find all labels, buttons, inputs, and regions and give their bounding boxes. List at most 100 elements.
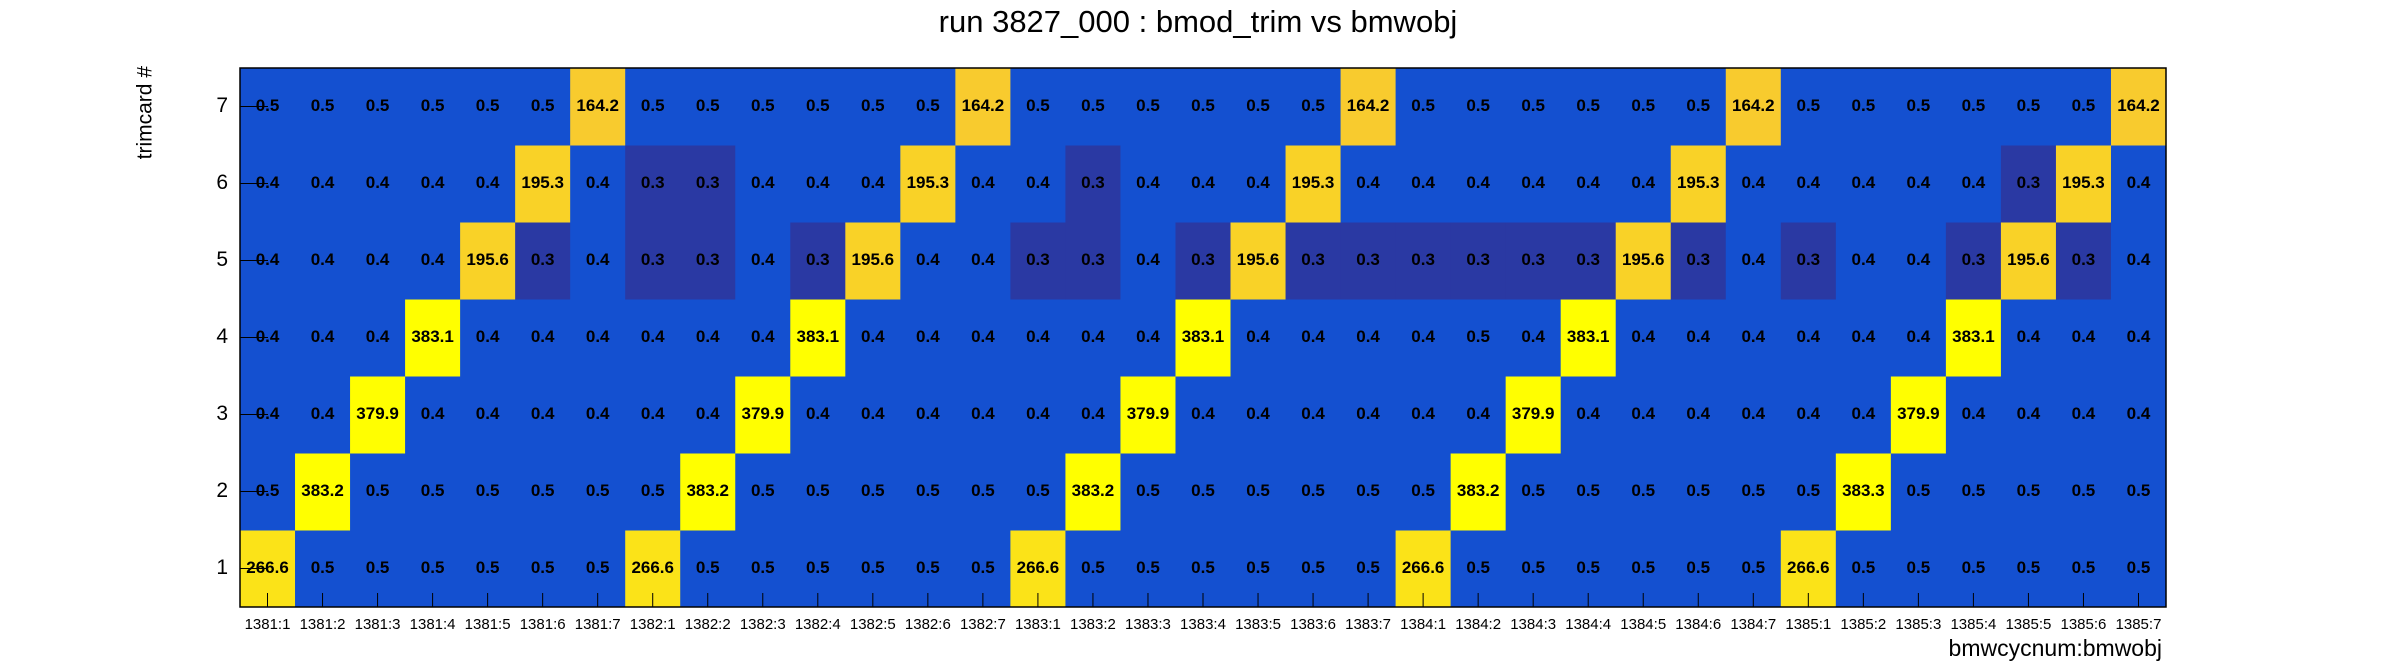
cell-label: 0.5 [2017, 481, 2041, 500]
cell [570, 68, 626, 146]
cell-label: 0.4 [2127, 327, 2151, 346]
cell [955, 68, 1011, 146]
cell [1285, 376, 1342, 454]
cell-label: 0.4 [1026, 327, 1050, 346]
cell [1560, 299, 1617, 377]
x-tick-label: 1381:1 [245, 616, 291, 633]
cell-label: 0.5 [1962, 558, 1986, 577]
cell [1230, 68, 1287, 146]
cell [1890, 222, 1947, 300]
cell-label: 0.5 [2127, 481, 2151, 500]
cell-label: 0.5 [421, 96, 445, 115]
cell-label: 0.5 [916, 558, 940, 577]
cell [1890, 299, 1947, 377]
cell-label: 0.4 [1741, 250, 1765, 269]
cell [1395, 453, 1452, 531]
cell [1505, 299, 1562, 377]
cell-label: 195.6 [1237, 250, 1280, 269]
x-tick-label: 1382:3 [740, 616, 786, 633]
cell-label: 0.4 [421, 173, 445, 192]
cell-label: 379.9 [356, 404, 399, 423]
cell [515, 222, 571, 300]
x-tick-label: 1381:2 [300, 616, 346, 633]
cell-label: 0.4 [916, 404, 940, 423]
cell [625, 222, 681, 300]
cell [1010, 145, 1066, 223]
cell-label: 379.9 [741, 404, 784, 423]
cell-label: 0.4 [476, 404, 500, 423]
cell [1065, 222, 1121, 300]
cell [1340, 222, 1397, 300]
cell-label: 0.5 [1631, 481, 1655, 500]
cell-label: 0.5 [1136, 558, 1160, 577]
cell-label: 0.4 [1356, 327, 1380, 346]
cell [735, 453, 791, 531]
cell-label: 0.3 [641, 173, 665, 192]
cell [1725, 376, 1782, 454]
cell-label: 0.5 [1576, 481, 1600, 500]
x-tick-label: 1384:3 [1510, 616, 1556, 633]
cell [1615, 68, 1672, 146]
cell [1120, 145, 1176, 223]
cell-label: 0.4 [1741, 173, 1765, 192]
cell-label: 0.3 [1962, 250, 1986, 269]
cell [460, 453, 516, 531]
cell [1890, 453, 1947, 531]
cell [1175, 376, 1232, 454]
cell [1010, 68, 1066, 146]
cell-label: 0.5 [861, 558, 885, 577]
cell-label: 0.4 [2127, 404, 2151, 423]
cell-label: 195.6 [1622, 250, 1665, 269]
cell-label: 0.4 [696, 404, 720, 423]
cell [405, 145, 461, 223]
cell [1285, 453, 1342, 531]
cell [790, 299, 846, 377]
cell-label: 266.6 [631, 558, 674, 577]
cell-label: 0.5 [1246, 96, 1270, 115]
cell-label: 0.4 [1686, 404, 1710, 423]
cell [1945, 299, 2002, 377]
cell-label: 0.3 [1686, 250, 1710, 269]
cell [735, 376, 791, 454]
cell [350, 145, 406, 223]
cell [2110, 145, 2167, 223]
cell [900, 376, 956, 454]
cell-label: 195.6 [2007, 250, 2050, 269]
cell [1890, 376, 1947, 454]
x-tick-label: 1381:7 [575, 616, 621, 633]
cell-label: 0.5 [696, 96, 720, 115]
cell [1395, 145, 1452, 223]
cell-label: 0.4 [1191, 404, 1215, 423]
cell-label: 0.5 [1852, 96, 1876, 115]
cell [900, 68, 956, 146]
y-tick-label: 2 [216, 479, 228, 502]
cell [680, 453, 736, 531]
cell [2000, 145, 2057, 223]
cell [1835, 145, 1892, 223]
cell-label: 195.3 [1292, 173, 1335, 192]
x-tick-label: 1385:7 [2116, 616, 2162, 633]
cell [1395, 299, 1452, 377]
cell [1615, 376, 1672, 454]
cell-label: 0.5 [1301, 96, 1325, 115]
cell [955, 299, 1011, 377]
y-tick-label: 7 [216, 94, 228, 117]
cell [1340, 68, 1397, 146]
cell [900, 453, 956, 531]
cell-label: 0.4 [256, 404, 280, 423]
cell-label: 0.5 [1907, 558, 1931, 577]
cell [1010, 299, 1066, 377]
cell [845, 68, 901, 146]
cell-label: 266.6 [1787, 558, 1830, 577]
cell [625, 453, 681, 531]
cell [1175, 453, 1232, 531]
cell-label: 0.5 [1466, 96, 1490, 115]
cell [2055, 453, 2112, 531]
cell-label: 0.4 [1962, 173, 1986, 192]
cell-label: 0.4 [531, 404, 555, 423]
chart-title: run 3827_000 : bmod_trim vs bmwobj [939, 4, 1458, 39]
y-tick-label: 4 [216, 325, 228, 348]
cell [1285, 299, 1342, 377]
y-axis-label: trimcard # [134, 66, 157, 160]
cell [790, 376, 846, 454]
